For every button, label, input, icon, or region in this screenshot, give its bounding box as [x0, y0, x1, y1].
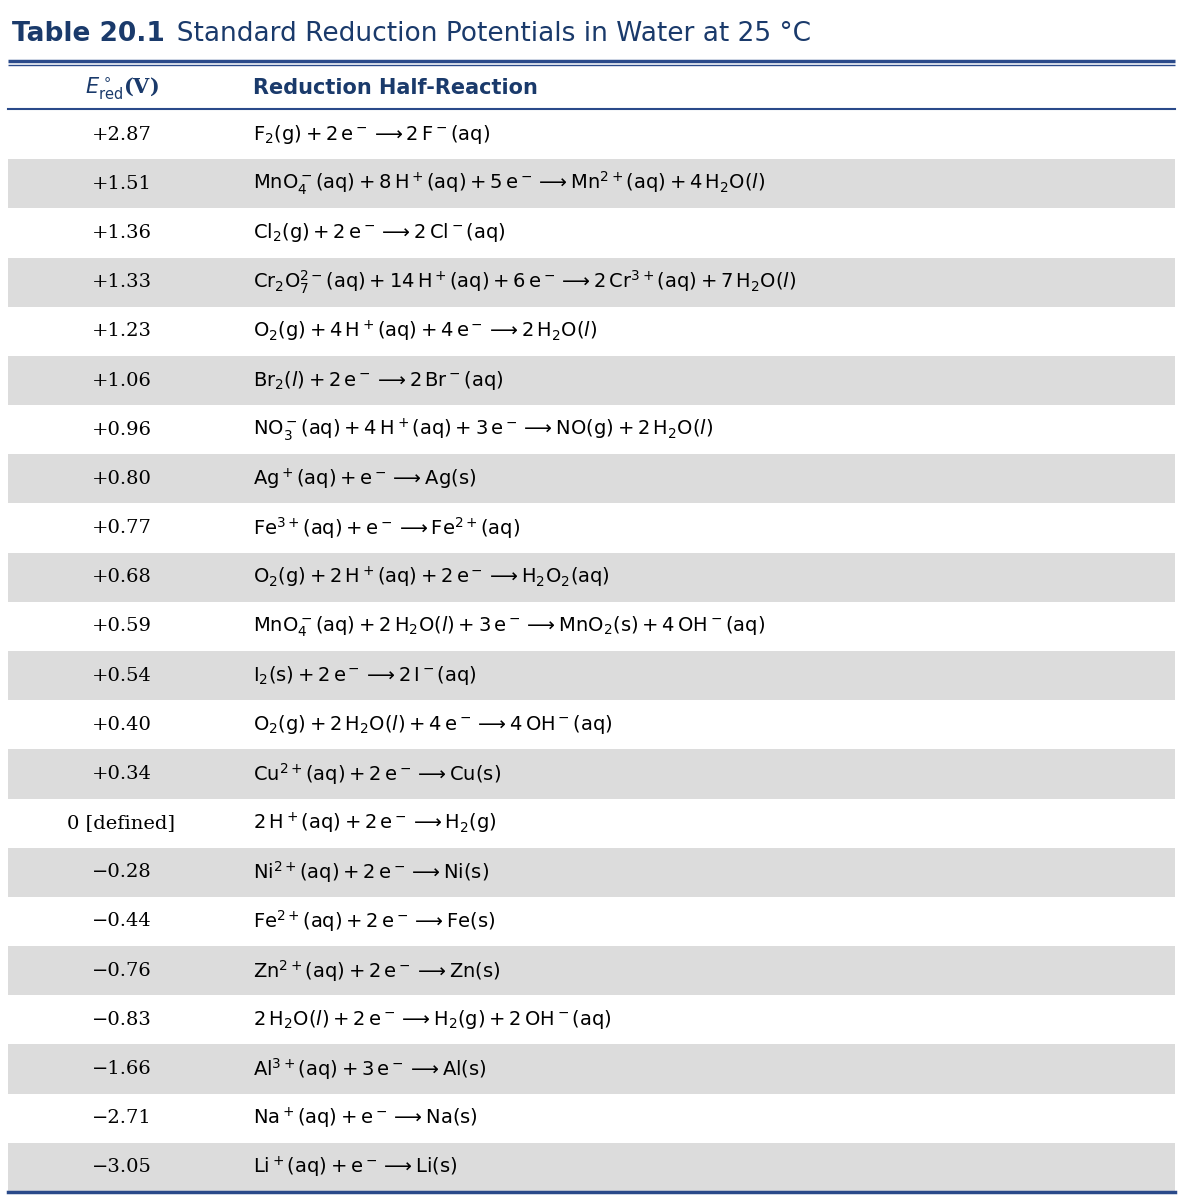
- Text: +0.77: +0.77: [91, 520, 151, 538]
- Text: +0.34: +0.34: [91, 764, 151, 782]
- Text: +2.87: +2.87: [91, 126, 151, 144]
- Text: $\mathrm{Fe^{3+}(aq) + e^- \longrightarrow Fe^{2+}(aq)}$: $\mathrm{Fe^{3+}(aq) + e^- \longrightarr…: [253, 515, 521, 541]
- Bar: [8, 455, 1175, 504]
- Text: $\mathrm{Cl_2(g) + 2\,e^- \longrightarrow 2\,Cl^-(aq)}$: $\mathrm{Cl_2(g) + 2\,e^- \longrightarro…: [253, 222, 505, 245]
- Bar: [8, 995, 1175, 1044]
- Text: +0.68: +0.68: [91, 569, 151, 587]
- Text: $\mathrm{O_2(g) + 2\,H^+(aq) + 2\,e^- \longrightarrow H_2O_2(aq)}$: $\mathrm{O_2(g) + 2\,H^+(aq) + 2\,e^- \l…: [253, 564, 610, 590]
- Text: $E^\circ_{\mathrm{red}}$(V): $E^\circ_{\mathrm{red}}$(V): [84, 74, 159, 101]
- Bar: [8, 896, 1175, 946]
- Text: −0.44: −0.44: [91, 912, 151, 930]
- Bar: [8, 798, 1175, 847]
- Text: $\mathrm{O_2(g) + 4\,H^+(aq) + 4\,e^- \longrightarrow 2\,H_2O(\mathit{l})}$: $\mathrm{O_2(g) + 4\,H^+(aq) + 4\,e^- \l…: [253, 319, 597, 344]
- Bar: [8, 258, 1175, 307]
- Text: +0.40: +0.40: [91, 715, 151, 733]
- Text: −3.05: −3.05: [91, 1158, 151, 1176]
- Text: −0.28: −0.28: [91, 863, 151, 881]
- Bar: [8, 160, 1175, 209]
- Text: $\mathrm{Zn^{2+}(aq) + 2\,e^- \longrightarrow Zn(s)}$: $\mathrm{Zn^{2+}(aq) + 2\,e^- \longright…: [253, 958, 500, 984]
- Text: $\mathrm{2\,H^+(aq) + 2\,e^- \longrightarrow H_2(g)}$: $\mathrm{2\,H^+(aq) + 2\,e^- \longrighta…: [253, 810, 497, 835]
- Text: $\mathrm{Al^{3+}(aq) + 3\,e^- \longrightarrow Al(s)}$: $\mathrm{Al^{3+}(aq) + 3\,e^- \longright…: [253, 1056, 486, 1082]
- Text: $\mathrm{Cu^{2+}(aq) + 2\,e^- \longrightarrow Cu(s)}$: $\mathrm{Cu^{2+}(aq) + 2\,e^- \longright…: [253, 761, 500, 787]
- Text: −2.71: −2.71: [91, 1109, 151, 1127]
- Bar: [8, 749, 1175, 798]
- Text: $\mathrm{Ni^{2+}(aq) + 2\,e^- \longrightarrow Ni(s)}$: $\mathrm{Ni^{2+}(aq) + 2\,e^- \longright…: [253, 859, 489, 886]
- Text: +1.51: +1.51: [91, 175, 151, 193]
- Text: +0.59: +0.59: [91, 618, 151, 636]
- Text: −0.83: −0.83: [91, 1010, 151, 1028]
- Text: $\mathrm{NO_3^-(aq) + 4\,H^+(aq) + 3\,e^- \longrightarrow NO(g) + 2\,H_2O(\mathi: $\mathrm{NO_3^-(aq) + 4\,H^+(aq) + 3\,e^…: [253, 416, 713, 443]
- Text: −0.76: −0.76: [91, 961, 151, 979]
- Bar: [8, 66, 1175, 110]
- Text: $\mathrm{2\,H_2O(\mathit{l}) + 2\,e^- \longrightarrow H_2(g) + 2\,OH^-(aq)}$: $\mathrm{2\,H_2O(\mathit{l}) + 2\,e^- \l…: [253, 1008, 612, 1031]
- Bar: [8, 504, 1175, 553]
- Text: $\mathrm{Fe^{2+}(aq) + 2\,e^- \longrightarrow Fe(s)}$: $\mathrm{Fe^{2+}(aq) + 2\,e^- \longright…: [253, 908, 496, 935]
- Text: $\mathrm{I_2(s) + 2\,e^- \longrightarrow 2\,I^-(aq)}$: $\mathrm{I_2(s) + 2\,e^- \longrightarrow…: [253, 664, 477, 688]
- Text: +1.06: +1.06: [91, 372, 151, 390]
- Text: $\mathrm{O_2(g) + 2\,H_2O(\mathit{l}) + 4\,e^- \longrightarrow 4\,OH^-(aq)}$: $\mathrm{O_2(g) + 2\,H_2O(\mathit{l}) + …: [253, 713, 613, 737]
- Text: Reduction Half-Reaction: Reduction Half-Reaction: [253, 78, 538, 98]
- Bar: [8, 553, 1175, 602]
- Text: $\mathrm{Na^+(aq) + e^- \longrightarrow Na(s)}$: $\mathrm{Na^+(aq) + e^- \longrightarrow …: [253, 1105, 478, 1130]
- Text: +1.36: +1.36: [91, 224, 151, 242]
- Bar: [8, 209, 1175, 258]
- Bar: [8, 650, 1175, 700]
- Text: $\mathrm{Ag^+(aq) + e^- \longrightarrow Ag(s)}$: $\mathrm{Ag^+(aq) + e^- \longrightarrow …: [253, 467, 477, 492]
- Bar: [8, 406, 1175, 455]
- Bar: [8, 110, 1175, 160]
- Text: $\mathrm{Br_2(\mathit{l}) + 2\,e^- \longrightarrow 2\,Br^-(aq)}$: $\mathrm{Br_2(\mathit{l}) + 2\,e^- \long…: [253, 370, 504, 392]
- Bar: [8, 356, 1175, 406]
- Text: 0 [defined]: 0 [defined]: [67, 814, 175, 832]
- Text: $\mathrm{MnO_4^-(aq) + 2\,H_2O(\mathit{l}) + 3\,e^- \longrightarrow MnO_2(s) + 4: $\mathrm{MnO_4^-(aq) + 2\,H_2O(\mathit{l…: [253, 614, 765, 638]
- Text: $\mathrm{MnO_4^-(aq) + 8\,H^+(aq) + 5\,e^- \longrightarrow Mn^{2+}(aq) + 4\,H_2O: $\mathrm{MnO_4^-(aq) + 8\,H^+(aq) + 5\,e…: [253, 170, 765, 198]
- Text: +0.96: +0.96: [91, 421, 151, 439]
- Bar: [8, 307, 1175, 356]
- Text: $\mathrm{Cr_2O_7^{2-}(aq) + 14\,H^+(aq) + 6\,e^- \longrightarrow 2\,Cr^{3+}(aq) : $\mathrm{Cr_2O_7^{2-}(aq) + 14\,H^+(aq) …: [253, 269, 796, 296]
- Text: Standard Reduction Potentials in Water at 25 °C: Standard Reduction Potentials in Water a…: [160, 20, 812, 47]
- Bar: [8, 1093, 1175, 1142]
- Bar: [8, 700, 1175, 749]
- Text: $\mathrm{F_2(g) + 2\,e^- \longrightarrow 2\,F^-(aq)}$: $\mathrm{F_2(g) + 2\,e^- \longrightarrow…: [253, 124, 490, 146]
- Text: +1.23: +1.23: [91, 323, 151, 341]
- Bar: [8, 1142, 1175, 1192]
- Text: +1.33: +1.33: [91, 274, 151, 292]
- Text: $\mathrm{Li^+(aq) + e^- \longrightarrow Li(s)}$: $\mathrm{Li^+(aq) + e^- \longrightarrow …: [253, 1154, 458, 1180]
- Text: −1.66: −1.66: [91, 1060, 151, 1078]
- Text: Table 20.1: Table 20.1: [12, 20, 164, 47]
- Text: +0.54: +0.54: [91, 666, 151, 684]
- Bar: [8, 946, 1175, 995]
- Bar: [8, 602, 1175, 650]
- Text: +0.80: +0.80: [91, 470, 151, 488]
- Bar: [8, 1044, 1175, 1093]
- Bar: [8, 847, 1175, 896]
